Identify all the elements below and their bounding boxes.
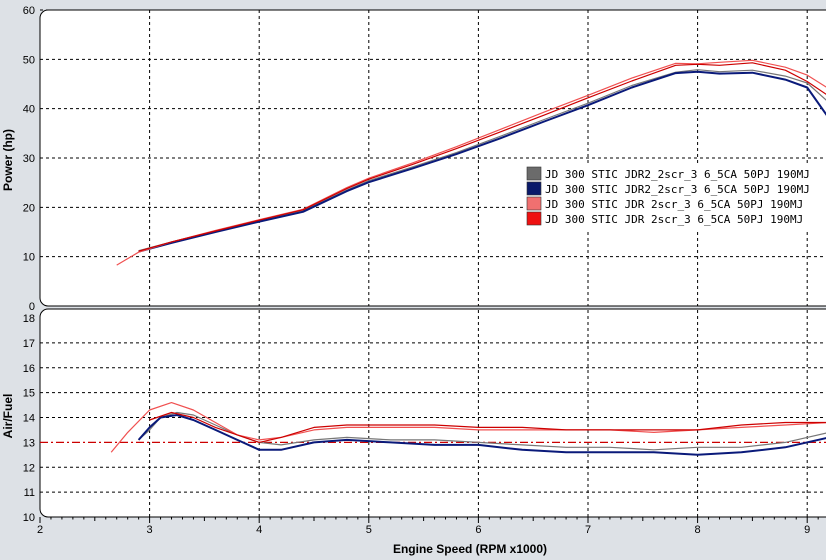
- x-tick-label: 5: [366, 524, 372, 536]
- y-tick-label: 40: [23, 104, 35, 116]
- legend-swatch: [526, 196, 542, 211]
- power-y-axis-title: Power (hp): [1, 129, 15, 191]
- series-line: [138, 70, 826, 253]
- air-fuel-panel: 10 11 12 13 14 15 16 17 18 2 3 4 5 6 7 8 9 Air/Fuel Eng…: [1, 308, 826, 556]
- y-tick-label: 16: [23, 363, 35, 375]
- afr-grid: [40, 310, 826, 517]
- legend-entry: JD 300 STIC JDR 2scr_3 6_5CA 50PJ 190MJ: [545, 213, 803, 226]
- x-tick-label: 9: [804, 524, 810, 536]
- x-tick-label: 2: [37, 524, 43, 536]
- x-tick-label: 8: [695, 524, 701, 536]
- y-tick-label: 10: [23, 252, 35, 264]
- series-line: [149, 411, 826, 443]
- y-tick-label: 13: [23, 437, 35, 449]
- y-tick-label: 20: [23, 202, 35, 214]
- y-tick-label: 12: [23, 462, 35, 474]
- legend: JD 300 STIC JDR2_2scr_3 6_5CA 50PJ 190MJ…: [526, 165, 826, 229]
- afr-plot-area: [39, 308, 826, 518]
- y-tick-label: 10: [23, 512, 35, 524]
- series-line: [110, 402, 826, 453]
- y-tick-label: 60: [23, 5, 35, 17]
- series-line: [138, 411, 826, 451]
- series-line: [137, 414, 826, 456]
- legend-swatch: [526, 181, 542, 196]
- legend-entry: JD 300 STIC JDR2_2scr_3 6_5CA 50PJ 190MJ: [545, 168, 810, 181]
- y-tick-label: 14: [23, 413, 35, 425]
- power-series-lines: [116, 59, 826, 266]
- legend-entry: JD 300 STIC JDR2_2scr_3 6_5CA 50PJ 190MJ: [545, 183, 810, 196]
- x-tick-label: 4: [256, 524, 262, 536]
- series-line: [138, 62, 826, 252]
- power-panel: 0 10 20 30 40 50 60 Power (hp) JD 300 STIC JDR…: [1, 5, 826, 313]
- y-tick-label: 50: [23, 54, 35, 66]
- y-tick-label: 17: [23, 338, 35, 350]
- x-axis-title: Engine Speed (RPM x1000): [393, 542, 547, 556]
- y-tick-label: 0: [29, 301, 35, 313]
- y-tick-label: 11: [24, 487, 35, 499]
- power-y-ticks: 0 10 20 30 40 50 60: [23, 5, 35, 313]
- afr-y-ticks: 10 11 12 13 14 15 16 17 18: [23, 313, 35, 524]
- y-tick-label: 18: [23, 313, 35, 325]
- y-tick-label: 15: [23, 388, 35, 400]
- x-tick-label: 3: [147, 524, 153, 536]
- legend-background: [526, 165, 826, 229]
- afr-y-axis-title: Air/Fuel: [1, 394, 15, 439]
- legend-swatch: [526, 211, 542, 226]
- x-tick-label: 7: [585, 524, 591, 536]
- y-tick-label: 30: [23, 153, 35, 165]
- x-tick-label: 6: [475, 524, 481, 536]
- legend-swatch: [526, 166, 542, 181]
- x-ticks: 2 3 4 5 6 7 8 9: [37, 517, 819, 536]
- legend-entry: JD 300 STIC JDR 2scr_3 6_5CA 50PJ 190MJ: [545, 198, 803, 211]
- afr-series-lines: [110, 402, 826, 456]
